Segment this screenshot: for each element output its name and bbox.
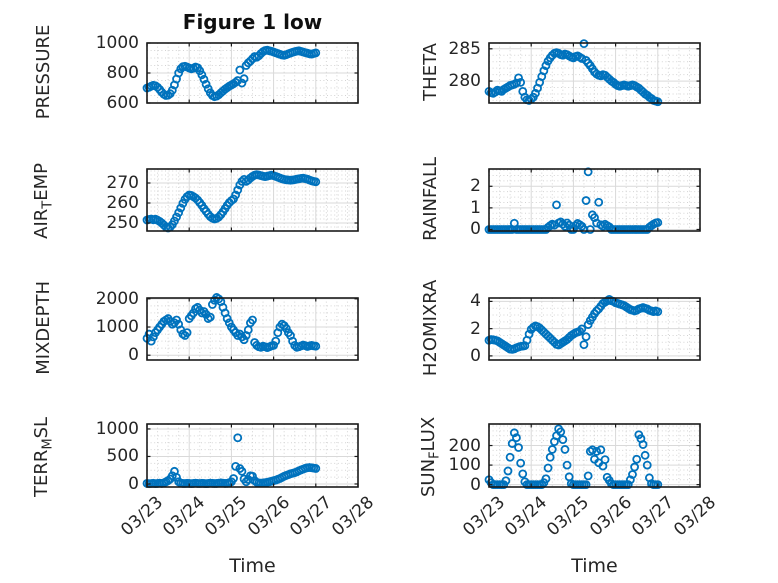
y-axis-label-sun-flux: SUNFLUX — [418, 416, 443, 497]
x-tick-label: 03/23 — [459, 492, 510, 541]
tick-marks — [146, 42, 359, 104]
x-tick-label: 03/24 — [501, 492, 552, 541]
data-markers — [484, 39, 663, 107]
y-tick-label: 1 — [470, 197, 481, 218]
x-tick-label: 03/27 — [628, 492, 678, 541]
data-markers — [484, 294, 663, 354]
x-tick-label: 03/24 — [159, 492, 210, 541]
data-markers — [484, 167, 663, 234]
x-tick-label: 03/25 — [543, 492, 594, 541]
plot-area-rainfall — [484, 167, 701, 234]
axes-box — [146, 423, 359, 488]
plot-area-terr-msl — [142, 423, 359, 489]
tick-marks — [146, 298, 359, 360]
y-tick-label: 2000 — [95, 288, 139, 309]
y-tick-label: 0 — [128, 345, 139, 366]
x-axis-label-left: Time — [229, 555, 276, 577]
y-tick-label: 500 — [106, 446, 139, 467]
y-tick-label: 0 — [470, 474, 481, 495]
y-tick-label: 250 — [106, 213, 139, 233]
axes-box — [488, 168, 701, 232]
x-tick-label: 03/28 — [670, 492, 721, 541]
y-tick-label: 1000 — [95, 317, 139, 338]
y-tick-label: 270 — [106, 173, 139, 193]
axes-box — [146, 168, 359, 232]
tick-marks — [146, 424, 359, 487]
tick-marks — [488, 424, 701, 487]
y-tick-label: 280 — [448, 71, 481, 92]
axes-box — [488, 42, 701, 104]
tick-marks — [488, 43, 701, 103]
data-markers — [142, 45, 321, 102]
plot-area-h2omixra — [484, 294, 701, 361]
x-tick-label: 03/26 — [585, 492, 636, 541]
y-tick-label: 100 — [448, 455, 481, 476]
x-tick-label: 03/27 — [286, 492, 336, 541]
plot-area-mixdepth — [142, 293, 359, 361]
figure-title: Figure 1 low — [182, 10, 323, 34]
x-tick-label: 03/26 — [243, 492, 294, 541]
tick-marks — [146, 169, 359, 231]
axes-box — [488, 423, 701, 488]
y-tick-label: 285 — [448, 38, 481, 59]
y-tick-label: 2 — [470, 318, 481, 339]
x-tick-label: 03/23 — [117, 492, 168, 541]
y-tick-label: 1000 — [95, 33, 139, 53]
plot-area-pressure — [142, 42, 359, 104]
y-tick-label: 2 — [470, 176, 481, 197]
data-markers — [142, 293, 321, 352]
y-tick-label: 0 — [470, 219, 481, 240]
axes-box — [146, 297, 359, 361]
tick-marks — [488, 298, 701, 360]
y-tick-label: 800 — [106, 63, 139, 83]
x-tick-label: 03/25 — [201, 492, 252, 541]
x-tick-label: 03/28 — [328, 492, 379, 541]
y-tick-label: 600 — [106, 93, 139, 113]
plot-area-theta — [484, 39, 701, 107]
y-tick-label: 0 — [128, 473, 139, 494]
y-tick-label: 4 — [470, 291, 481, 312]
y-tick-label: 0 — [470, 345, 481, 366]
plot-area-sun-flux — [484, 423, 701, 490]
y-tick-label: 200 — [448, 435, 481, 456]
tick-marks — [488, 169, 701, 231]
x-axis-label-right: Time — [571, 555, 618, 577]
plot-area-air-temp — [142, 168, 359, 233]
y-tick-label: 260 — [106, 193, 139, 213]
y-tick-label: 1000 — [95, 418, 139, 439]
y-axis-label-terr-msl: TERRMSL — [31, 416, 56, 497]
